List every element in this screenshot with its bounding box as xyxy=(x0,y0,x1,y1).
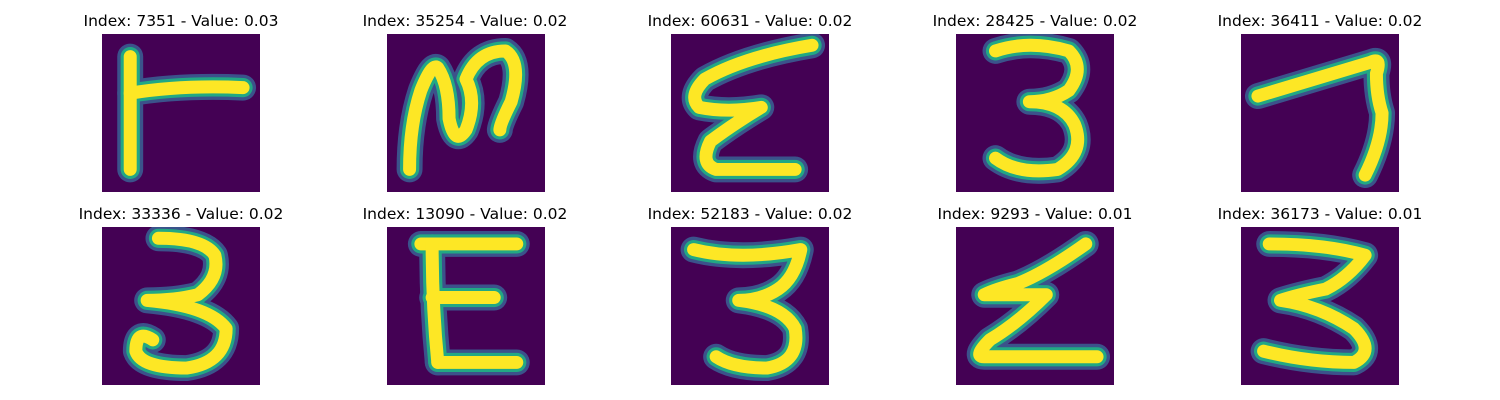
digit-image-panel xyxy=(671,227,829,385)
digit-image xyxy=(1241,227,1399,385)
panel-title: Index: 9293 - Value: 0.01 xyxy=(937,205,1133,223)
digit-image-panel xyxy=(956,227,1114,385)
panel-title: Index: 13090 - Value: 0.02 xyxy=(362,205,568,223)
digit-image xyxy=(1241,34,1399,192)
panel-title: Index: 52183 - Value: 0.02 xyxy=(647,205,853,223)
digit-image xyxy=(671,227,829,385)
digit-image-panel xyxy=(387,227,545,385)
digit-image-panel xyxy=(102,34,260,192)
digit-image xyxy=(387,34,545,192)
panel-title: Index: 35254 - Value: 0.02 xyxy=(362,12,568,30)
panel-title: Index: 7351 - Value: 0.03 xyxy=(83,12,279,30)
panel-title: Index: 28425 - Value: 0.02 xyxy=(932,12,1138,30)
panel-title: Index: 60631 - Value: 0.02 xyxy=(647,12,853,30)
digit-image xyxy=(956,227,1114,385)
digit-image xyxy=(956,34,1114,192)
digit-image-panel xyxy=(671,34,829,192)
digit-image xyxy=(102,227,260,385)
panel-title: Index: 33336 - Value: 0.02 xyxy=(78,205,284,223)
digit-image-panel xyxy=(956,34,1114,192)
digit-image-panel xyxy=(1241,227,1399,385)
panel-title: Index: 36411 - Value: 0.02 xyxy=(1217,12,1423,30)
digit-image-panel xyxy=(1241,34,1399,192)
panel-title: Index: 36173 - Value: 0.01 xyxy=(1217,205,1423,223)
digit-image xyxy=(102,34,260,192)
digit-image-panel xyxy=(102,227,260,385)
digit-image xyxy=(671,34,829,192)
digit-image xyxy=(387,227,545,385)
digit-image-panel xyxy=(387,34,545,192)
